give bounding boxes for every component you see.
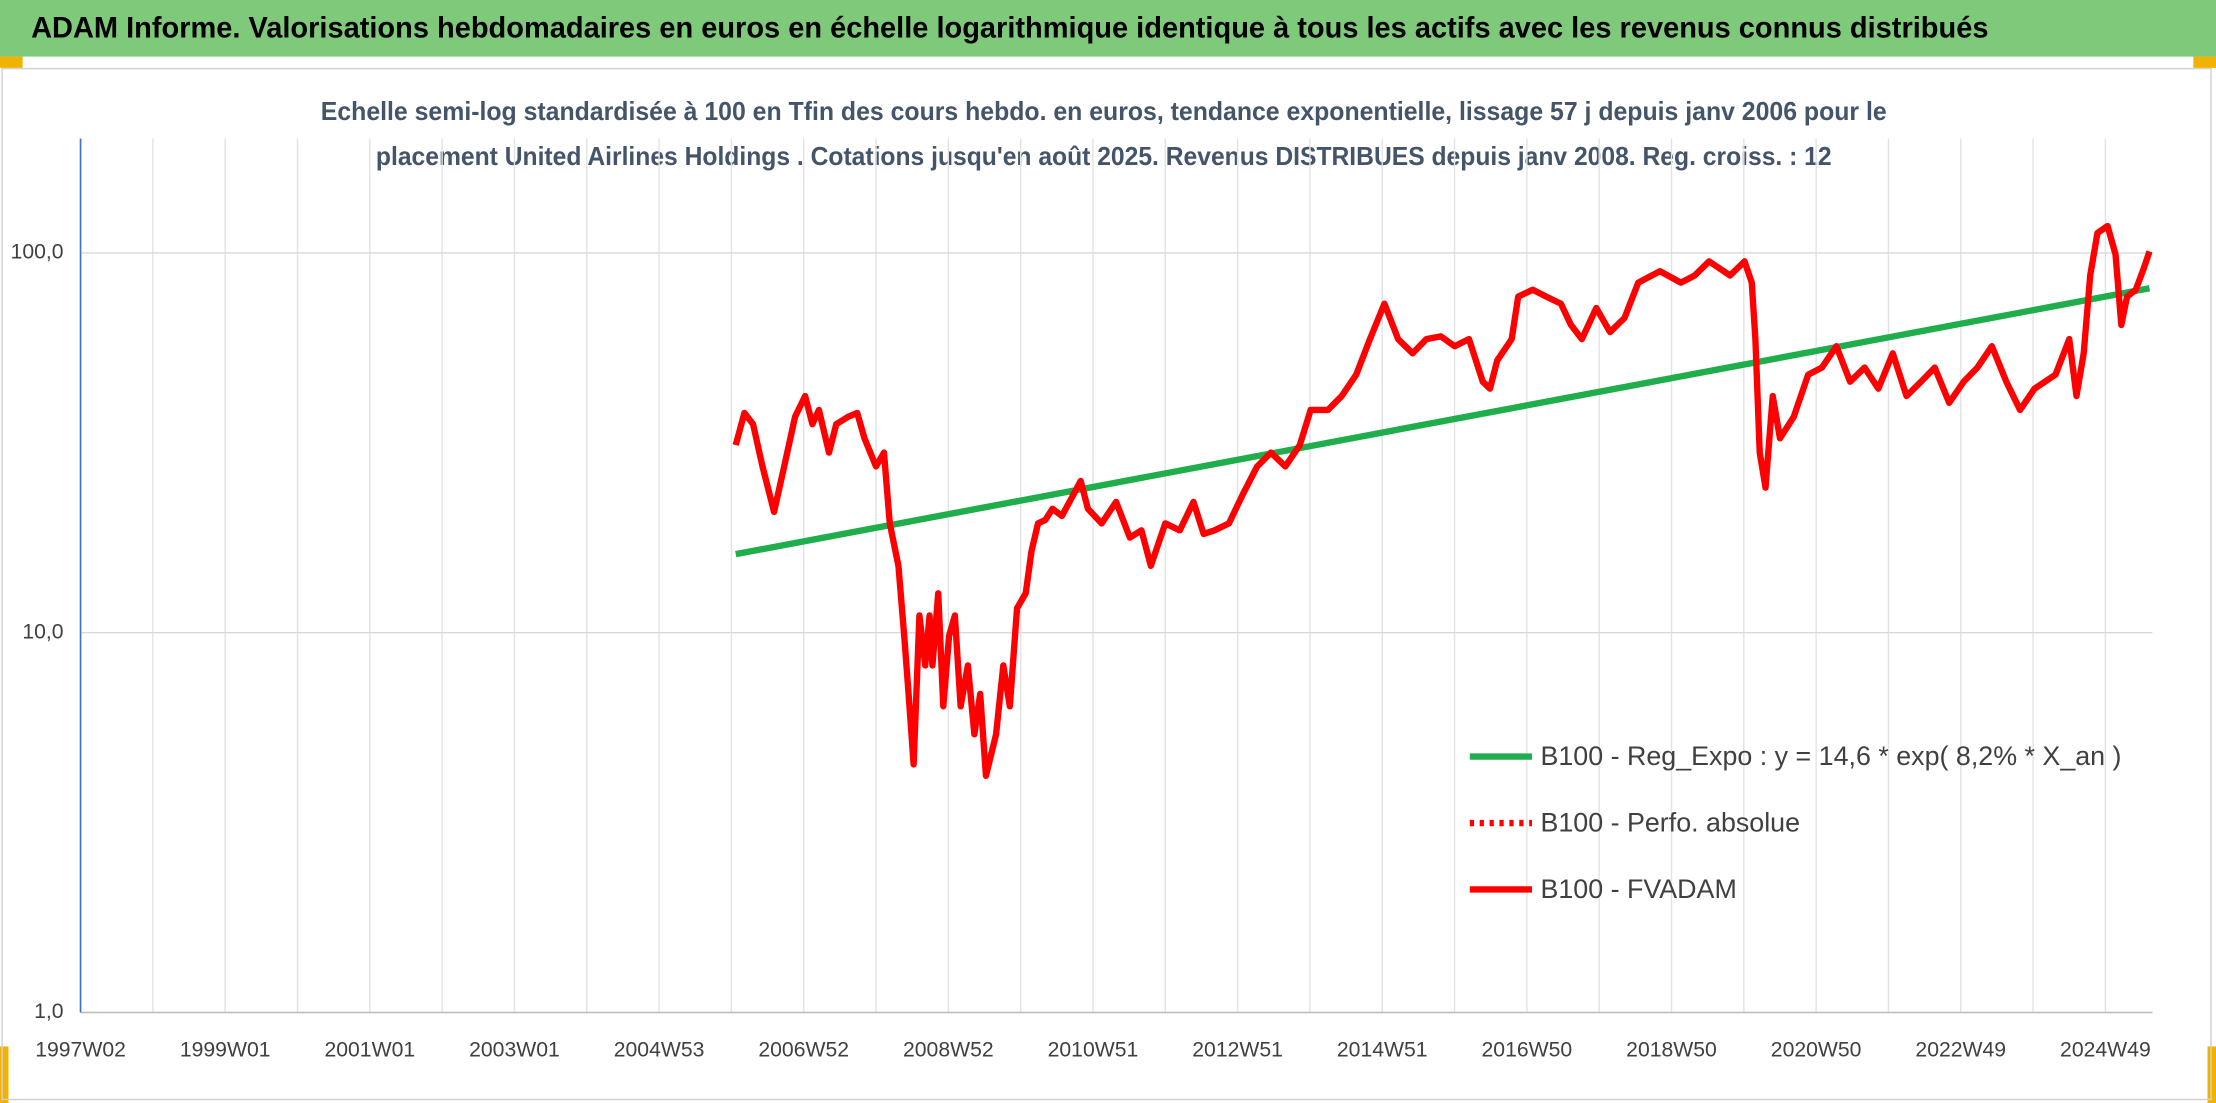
y-tick-label: 10,0 (22, 620, 63, 643)
legend-label: B100 - FVADAM (1540, 874, 1736, 904)
x-tick-label: 2014W51 (1337, 1038, 1428, 1061)
x-tick-label: 2010W51 (1048, 1038, 1139, 1061)
x-tick-label: 2020W50 (1771, 1038, 1862, 1061)
chart-border (1, 67, 2212, 1101)
x-tick-label: 2001W01 (324, 1038, 415, 1061)
corner-mark (0, 56, 23, 68)
header-title: ADAM Informe. Valorisations hebdomadaire… (31, 12, 1988, 45)
y-tick-label: 1,0 (34, 1000, 63, 1023)
corner-mark (0, 1046, 9, 1103)
x-tick-label: 2012W51 (1192, 1038, 1283, 1061)
x-tick-label: 1999W01 (180, 1038, 271, 1061)
x-tick-label: 2004W53 (614, 1038, 705, 1061)
header-bar (0, 0, 2216, 57)
x-tick-label: 2003W01 (469, 1038, 560, 1061)
corner-mark (2193, 56, 2216, 68)
x-tick-label: 2022W49 (1915, 1038, 2006, 1061)
y-tick-label: 100,0 (11, 241, 64, 264)
chart-subtitle: placement United Airlines Holdings . Cot… (376, 143, 1832, 171)
legend-label: B100 - Reg_Expo : y = 14,6 * exp( 8,2% *… (1540, 741, 2121, 771)
x-tick-label: 2018W50 (1626, 1038, 1717, 1061)
chart-subtitle: Echelle semi-log standardisée à 100 en T… (321, 98, 1887, 126)
data-line (735, 285, 2151, 558)
x-tick-label: 2024W49 (2060, 1038, 2151, 1061)
legend-label: B100 - Perfo. absolue (1540, 808, 1800, 838)
x-tick-label: 2008W52 (903, 1038, 994, 1061)
x-tick-label: 1997W02 (35, 1038, 126, 1061)
data-line (732, 222, 2153, 779)
x-tick-label: 2016W50 (1482, 1038, 1573, 1061)
x-tick-label: 2006W52 (758, 1038, 849, 1061)
